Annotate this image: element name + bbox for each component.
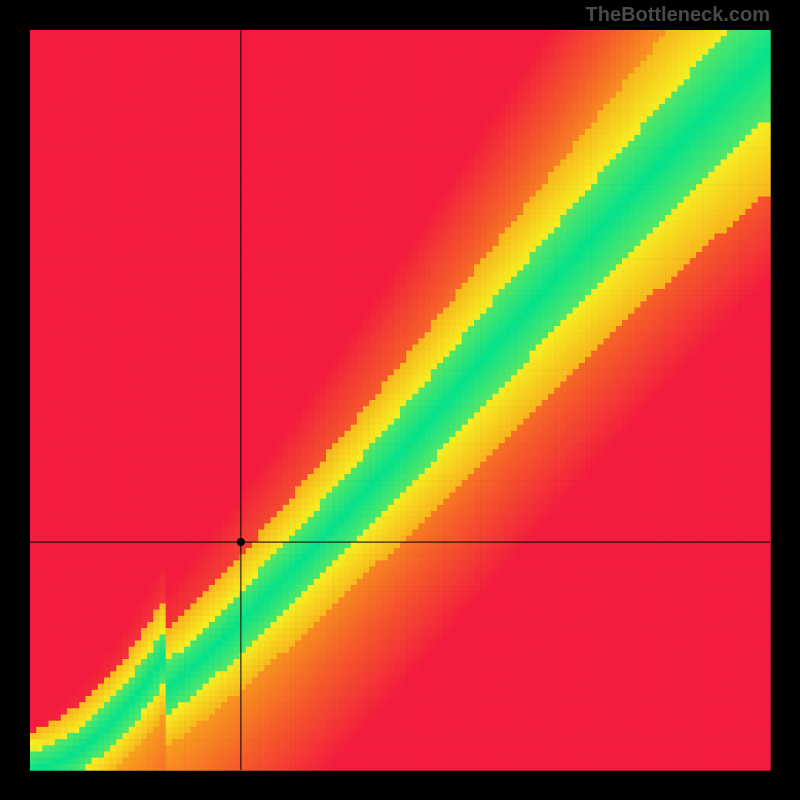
watermark-text: TheBottleneck.com <box>586 4 770 27</box>
heatmap-canvas <box>0 0 800 800</box>
